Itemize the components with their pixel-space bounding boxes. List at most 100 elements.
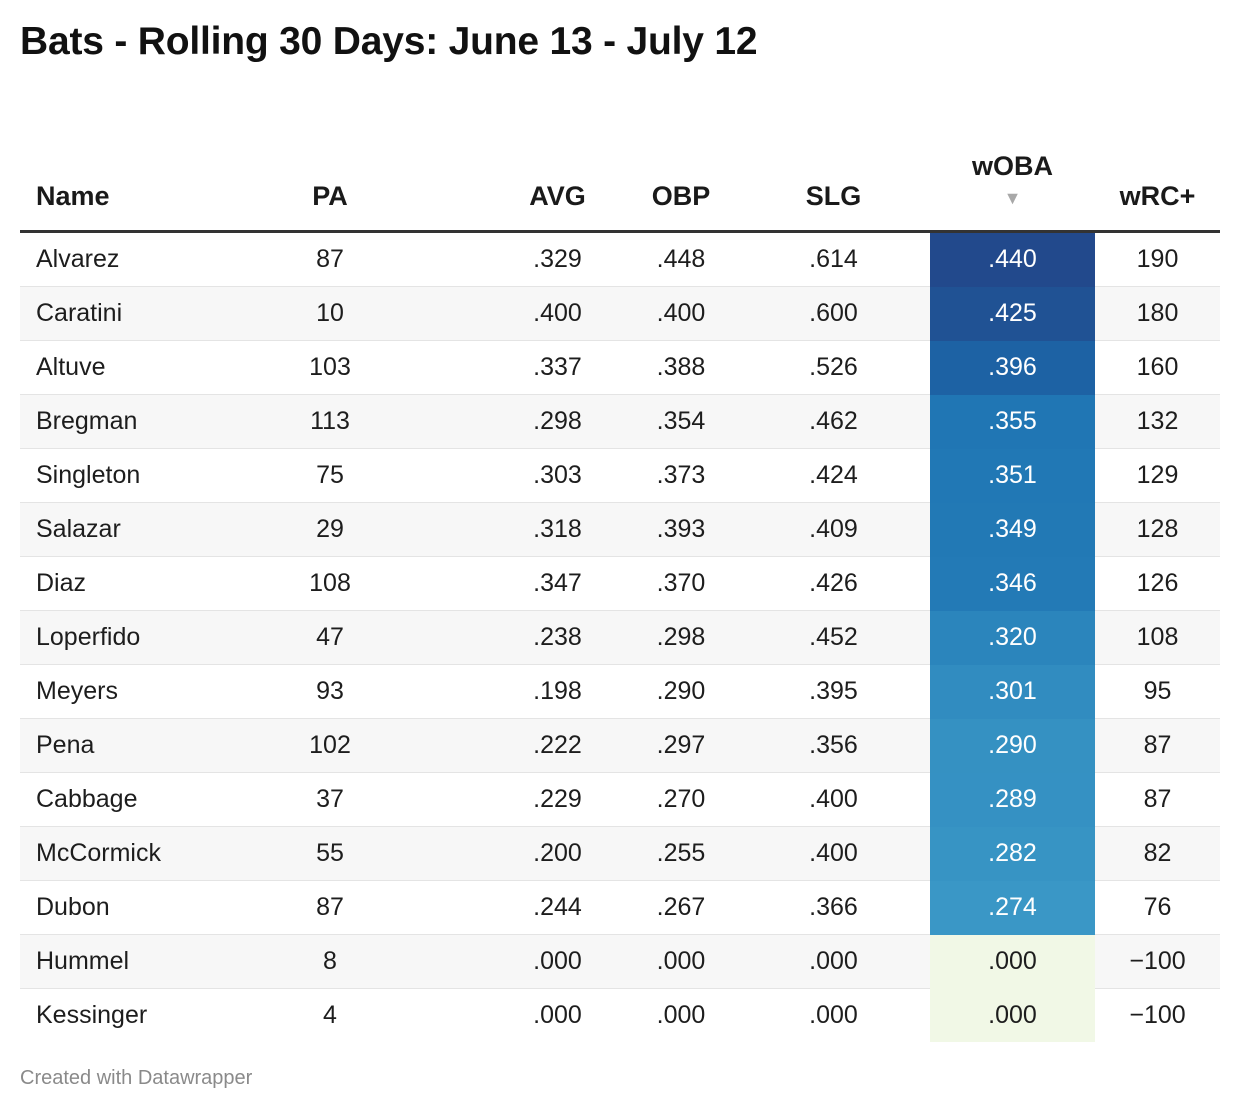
avg-cell: .222	[430, 718, 625, 773]
avg-cell: .400	[430, 286, 625, 341]
slg-cell: .400	[737, 772, 930, 827]
column-header-slg[interactable]: SLG	[737, 116, 930, 233]
player-name-cell: Dubon	[20, 880, 230, 935]
table-row: Altuve 103.337.388.526.396 160	[20, 340, 1220, 395]
slg-cell: .000	[737, 988, 930, 1042]
table-row: Dubon 87.244.267.366.274 76	[20, 880, 1220, 935]
table-row: Cabbage 37.229.270.400.289 87	[20, 772, 1220, 827]
avg-cell: .329	[430, 231, 625, 287]
player-name-cell: Altuve	[20, 340, 230, 395]
pa-cell: 47	[230, 610, 430, 665]
wrc-cell: 108	[1095, 610, 1220, 665]
player-name-cell: Loperfido	[20, 610, 230, 665]
obp-cell: .373	[625, 448, 737, 503]
table-row: Alvarez 87.329.448.614.440 190	[20, 231, 1220, 287]
pa-cell: 4	[230, 988, 430, 1042]
obp-cell: .298	[625, 610, 737, 665]
pa-cell: 102	[230, 718, 430, 773]
player-name-cell: Caratini	[20, 286, 230, 341]
pa-cell: 87	[230, 880, 430, 935]
player-name-cell: Hummel	[20, 934, 230, 989]
avg-cell: .000	[430, 988, 625, 1042]
avg-cell: .347	[430, 556, 625, 611]
player-name-cell: Kessinger	[20, 988, 230, 1042]
player-name-cell: Bregman	[20, 394, 230, 449]
woba-cell: .320	[930, 610, 1095, 665]
avg-cell: .298	[430, 394, 625, 449]
table-row: Diaz 108.347.370.426.346 126	[20, 556, 1220, 611]
woba-cell: .274	[930, 880, 1095, 935]
obp-cell: .400	[625, 286, 737, 341]
column-header-pa[interactable]: PA	[230, 116, 430, 233]
player-name-cell: Cabbage	[20, 772, 230, 827]
wrc-cell: −100	[1095, 988, 1220, 1042]
column-header-woba[interactable]: wOBA ▼	[930, 116, 1095, 233]
slg-cell: .356	[737, 718, 930, 773]
slg-cell: .426	[737, 556, 930, 611]
pa-cell: 103	[230, 340, 430, 395]
slg-cell: .462	[737, 394, 930, 449]
pa-cell: 29	[230, 502, 430, 557]
wrc-cell: 95	[1095, 664, 1220, 719]
wrc-cell: −100	[1095, 934, 1220, 989]
column-header-avg[interactable]: AVG	[430, 116, 625, 233]
slg-cell: .526	[737, 340, 930, 395]
obp-cell: .290	[625, 664, 737, 719]
avg-cell: .229	[430, 772, 625, 827]
avg-cell: .244	[430, 880, 625, 935]
obp-cell: .354	[625, 394, 737, 449]
player-name-cell: Alvarez	[20, 231, 230, 287]
column-header-wrc[interactable]: wRC+	[1095, 116, 1220, 233]
woba-cell: .396	[930, 340, 1095, 395]
woba-cell: .440	[930, 231, 1095, 287]
woba-cell: .290	[930, 718, 1095, 773]
player-name-cell: Pena	[20, 718, 230, 773]
obp-cell: .370	[625, 556, 737, 611]
pa-cell: 55	[230, 826, 430, 881]
table-row: Bregman 113.298.354.462.355 132	[20, 394, 1220, 449]
obp-cell: .267	[625, 880, 737, 935]
table-row: Caratini 10.400.400.600.425 180	[20, 286, 1220, 341]
wrc-cell: 87	[1095, 772, 1220, 827]
avg-cell: .000	[430, 934, 625, 989]
obp-cell: .255	[625, 826, 737, 881]
pa-cell: 93	[230, 664, 430, 719]
avg-cell: .337	[430, 340, 625, 395]
pa-cell: 108	[230, 556, 430, 611]
obp-cell: .270	[625, 772, 737, 827]
slg-cell: .452	[737, 610, 930, 665]
obp-cell: .000	[625, 934, 737, 989]
slg-cell: .000	[737, 934, 930, 989]
woba-cell: .355	[930, 394, 1095, 449]
column-header-obp[interactable]: OBP	[625, 116, 737, 233]
player-name-cell: Diaz	[20, 556, 230, 611]
slg-cell: .600	[737, 286, 930, 341]
avg-cell: .198	[430, 664, 625, 719]
player-name-cell: McCormick	[20, 826, 230, 881]
pa-cell: 113	[230, 394, 430, 449]
obp-cell: .388	[625, 340, 737, 395]
wrc-cell: 128	[1095, 502, 1220, 557]
table-row: Kessinger 4.000.000.000.000 −100	[20, 988, 1220, 1042]
slg-cell: .366	[737, 880, 930, 935]
slg-cell: .395	[737, 664, 930, 719]
avg-cell: .200	[430, 826, 625, 881]
pa-cell: 8	[230, 934, 430, 989]
table-row: Loperfido 47.238.298.452.320 108	[20, 610, 1220, 665]
woba-cell: .349	[930, 502, 1095, 557]
woba-header-label: wOBA	[972, 150, 1053, 181]
woba-cell: .000	[930, 934, 1095, 989]
slg-cell: .400	[737, 826, 930, 881]
triangle-down-icon: ▼	[1003, 188, 1022, 208]
column-header-name[interactable]: Name	[20, 116, 230, 233]
wrc-cell: 190	[1095, 231, 1220, 287]
avg-cell: .318	[430, 502, 625, 557]
obp-cell: .297	[625, 718, 737, 773]
obp-cell: .000	[625, 988, 737, 1042]
slg-cell: .614	[737, 231, 930, 287]
woba-cell: .000	[930, 988, 1095, 1042]
woba-cell: .346	[930, 556, 1095, 611]
wrc-cell: 82	[1095, 826, 1220, 881]
table-row: Singleton 75.303.373.424.351 129	[20, 448, 1220, 503]
obp-cell: .448	[625, 231, 737, 287]
